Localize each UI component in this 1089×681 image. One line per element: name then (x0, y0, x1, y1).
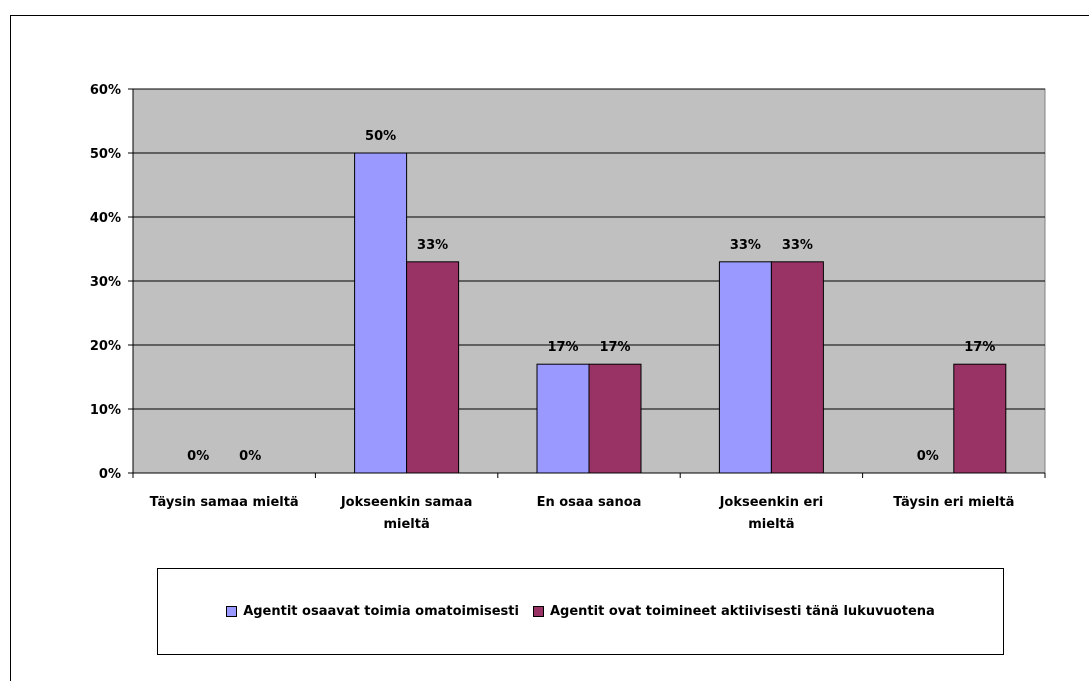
data-label: 33% (417, 238, 448, 253)
data-label: 17% (599, 340, 630, 355)
y-tick-labels: 0% 10% 20% 30% 40% 50% 60% (90, 83, 121, 482)
data-label: 17% (547, 340, 578, 355)
data-label: 0% (917, 449, 939, 464)
bar (354, 152, 408, 474)
data-label: 0% (239, 449, 261, 464)
x-tick-label: Täysin eri mieltä (893, 495, 1014, 510)
x-tick-label: mieltä (383, 517, 429, 532)
data-label: 0% (187, 449, 209, 464)
legend-swatch-series-2 (532, 606, 544, 617)
y-tick-label: 0% (99, 467, 121, 482)
bar (953, 363, 1007, 474)
x-tick-label: mieltä (748, 517, 794, 532)
bar (406, 261, 460, 474)
y-tick-label: 60% (90, 83, 121, 98)
legend-item-series-2: Agentit ovat toimineet aktiivisesti tänä… (532, 604, 935, 619)
bar-chart: 0% 10% 20% 30% 40% 50% 60% Täysin samaa mieltä… (90, 83, 1046, 532)
y-tick-label: 50% (90, 147, 121, 162)
y-tick-label: 40% (90, 211, 121, 226)
y-tick-label: 10% (90, 403, 121, 418)
x-tick-label: En osaa sanoa (537, 495, 642, 510)
legend-swatch-series-1 (226, 606, 238, 617)
y-tick-label: 20% (90, 339, 121, 354)
bar (588, 363, 642, 474)
data-label: 33% (782, 238, 813, 253)
gridlines (128, 88, 1045, 474)
legend-label-series-2: Agentit ovat toimineet aktiivisesti tänä… (549, 604, 935, 619)
x-tick-label: Jokseenkin samaa (340, 495, 473, 510)
bar (718, 261, 772, 474)
data-label: 33% (730, 238, 761, 253)
data-label: 50% (365, 129, 396, 144)
chart-frame (10, 15, 1089, 681)
bars (354, 152, 1007, 474)
x-tick-label: Jokseenkin eri (719, 495, 824, 510)
y-tick-label: 30% (90, 275, 121, 290)
legend-item-series-1: Agentit osaavat toimia omatoimisesti (226, 604, 519, 619)
axes (132, 89, 1046, 478)
legend-label-series-1: Agentit osaavat toimia omatoimisesti (243, 604, 519, 619)
legend: Agentit osaavat toimia omatoimisesti Age… (157, 568, 1004, 655)
x-tick-labels: Täysin samaa mieltä Jokseenkin samaa mielt… (150, 495, 1015, 532)
bar (770, 261, 824, 474)
x-tick-label: Täysin samaa mieltä (150, 495, 299, 510)
data-label: 17% (964, 340, 995, 355)
data-labels: 0% 0% 50% 33% 17% 17% 33% 33% 0% 17% (187, 129, 995, 464)
bar (536, 363, 590, 474)
